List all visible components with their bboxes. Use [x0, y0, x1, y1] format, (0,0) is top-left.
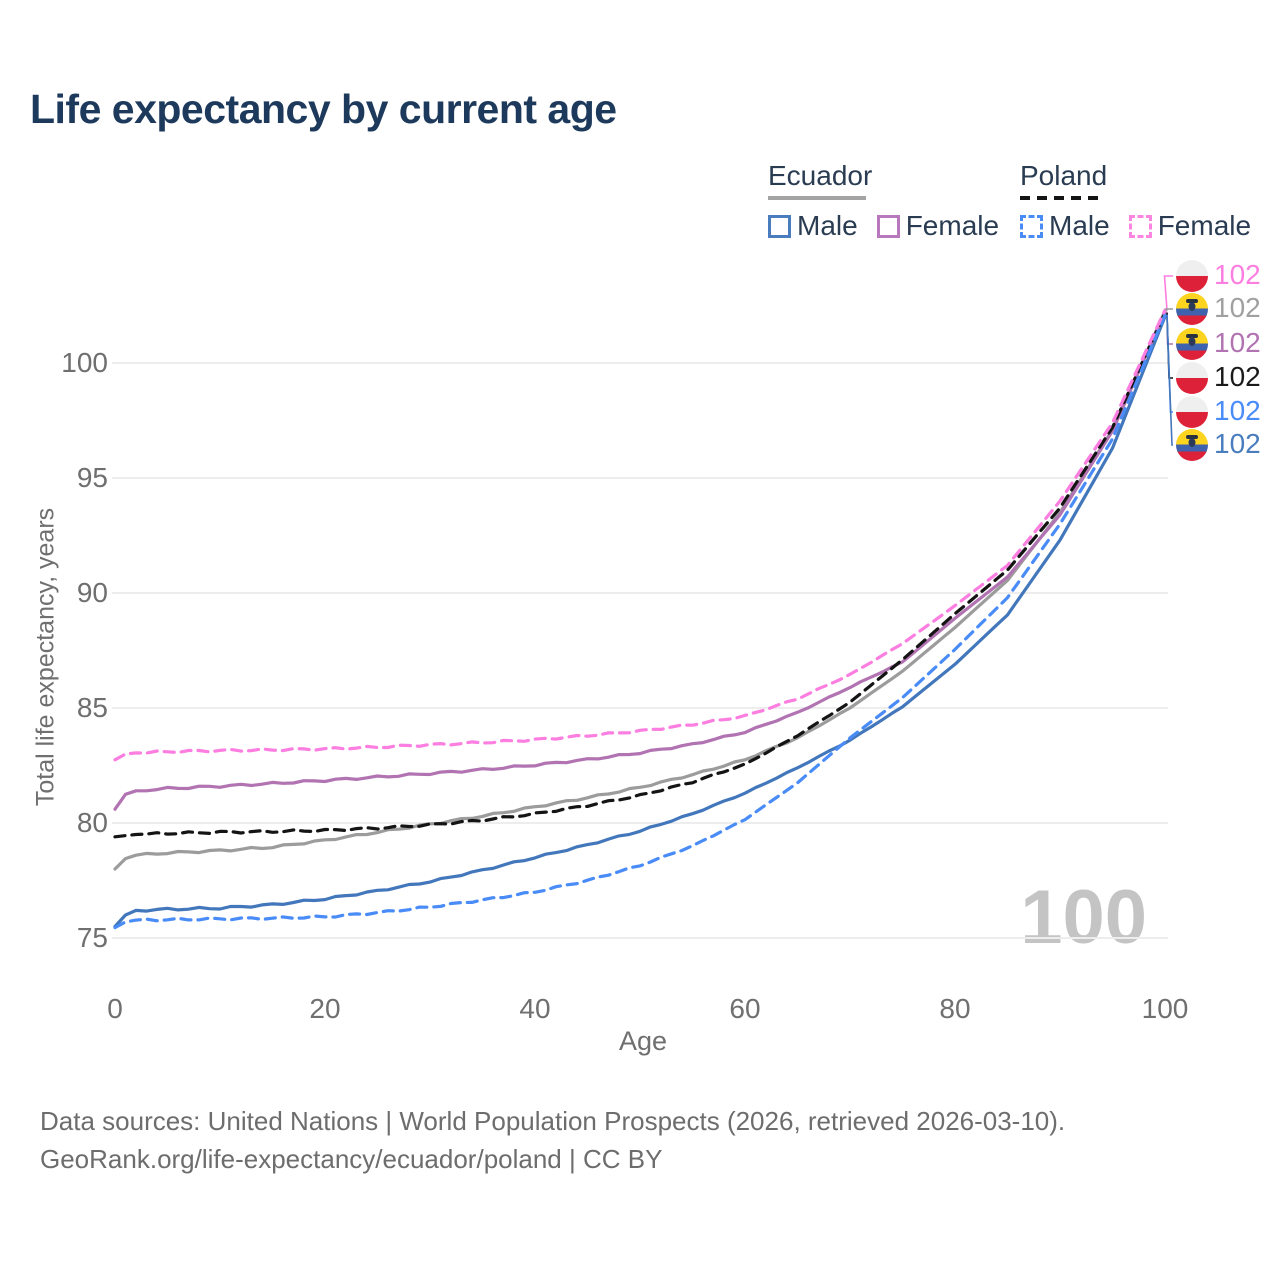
series-line-ecuador-female	[113, 310, 1167, 811]
age-watermark: 100	[1020, 875, 1147, 960]
poland-flag-icon	[1176, 362, 1208, 394]
poland-male-swatch-icon	[1020, 214, 1043, 238]
data-sources-text: Data sources: United Nations | World Pop…	[40, 1106, 1066, 1136]
legend-group-ecuador: Ecuador Male Female	[768, 160, 999, 242]
x-tick-label: 100	[1141, 993, 1189, 1024]
x-tick-label: 20	[309, 993, 341, 1024]
y-tick-label: 85	[76, 692, 108, 723]
leader-line	[1166, 316, 1173, 446]
attribution-link-text[interactable]: GeoRank.org/life-expectancy/ecuador/pola…	[40, 1144, 663, 1174]
ecuador-male-swatch-icon	[768, 214, 791, 238]
end-value-label: 102	[1214, 292, 1261, 323]
ecuador-flag-icon	[1176, 328, 1208, 360]
y-tick-label: 100	[61, 347, 108, 378]
legend-group-poland: Poland Male Female	[1020, 160, 1251, 242]
x-tick-label: 80	[939, 993, 971, 1024]
y-tick-label: 90	[76, 577, 108, 608]
page-title: Life expectancy by current age	[30, 86, 617, 132]
end-value-label: 102	[1214, 361, 1261, 392]
series-line-poland-both	[113, 311, 1167, 839]
series-line-ecuador-both	[113, 309, 1167, 871]
legend-item-label: Male	[797, 210, 858, 241]
legend-item-label: Female	[1157, 210, 1252, 241]
legend-item-ecuador-female[interactable]: Female	[876, 210, 1000, 242]
poland-flag-icon	[1176, 260, 1208, 292]
series-line-ecuador-male	[113, 314, 1167, 929]
end-value-label: 102	[1214, 428, 1261, 459]
x-tick-label: 60	[729, 993, 761, 1024]
poland-female-swatch-icon	[1128, 214, 1152, 238]
end-value-label: 102	[1214, 327, 1261, 358]
legend-underline-solid	[768, 196, 866, 200]
legend-item-label: Male	[1049, 210, 1110, 241]
x-tick-label: 0	[107, 993, 123, 1024]
legend-item-label: Female	[905, 210, 1000, 241]
y-tick-label: 95	[76, 462, 108, 493]
legend-header-poland[interactable]: Poland	[1020, 160, 1108, 191]
end-value-label: 102	[1214, 259, 1261, 290]
legend-underline-dashed	[1020, 196, 1104, 200]
ecuador-flag-icon	[1176, 429, 1208, 461]
leader-line	[1164, 308, 1173, 312]
legend-item-poland-male[interactable]: Male	[1020, 210, 1110, 242]
legend-item-poland-female[interactable]: Female	[1128, 210, 1252, 242]
x-tick-label: 40	[519, 993, 551, 1024]
legend-item-ecuador-male[interactable]: Male	[768, 210, 858, 242]
y-axis-title: Total life expectancy, years	[31, 507, 60, 807]
leader-line	[1163, 275, 1173, 311]
poland-flag-icon	[1176, 396, 1208, 428]
ecuador-female-swatch-icon	[876, 214, 900, 238]
y-tick-label: 80	[76, 807, 108, 838]
y-tick-label: 75	[76, 922, 108, 953]
x-axis-title: Age	[618, 1026, 668, 1056]
ecuador-flag-icon	[1176, 293, 1208, 325]
series-line-poland-female	[113, 308, 1167, 762]
series-line-poland-male	[113, 313, 1167, 930]
legend-header-ecuador[interactable]: Ecuador	[768, 160, 873, 191]
end-value-label: 102	[1214, 395, 1261, 426]
